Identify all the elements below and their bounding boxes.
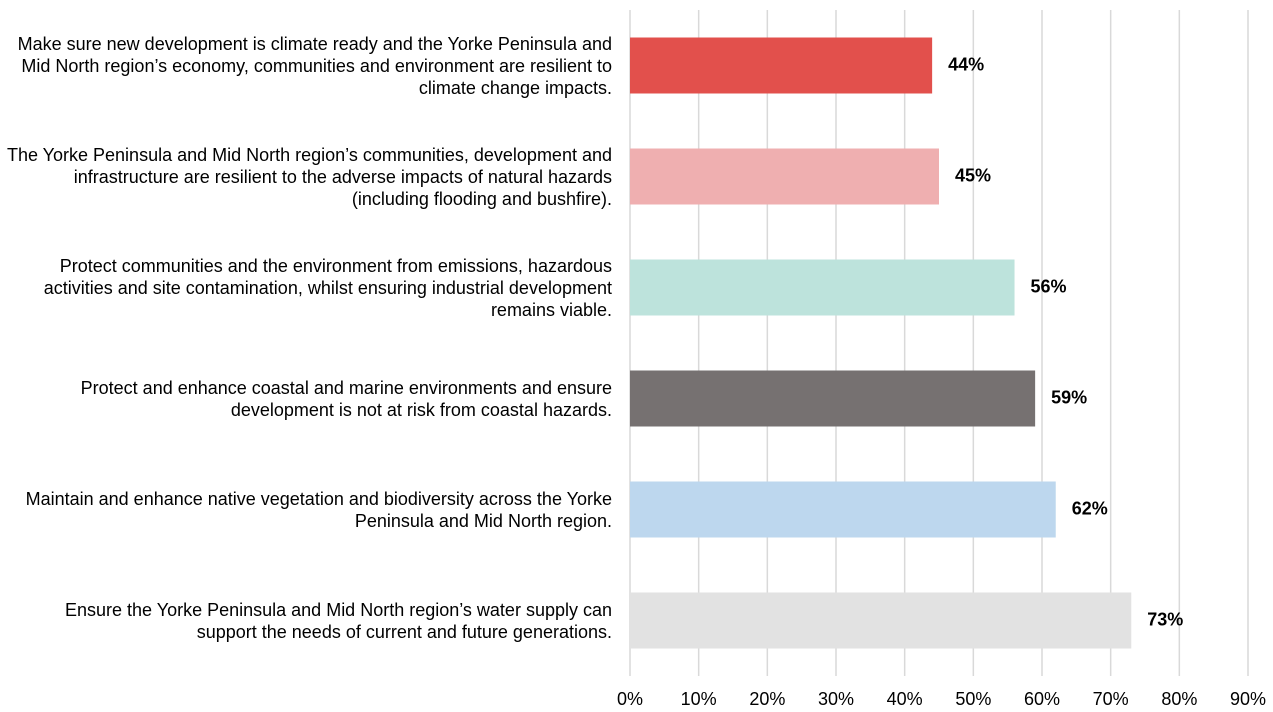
x-tick-label: 80% — [1161, 689, 1197, 709]
x-tick-label: 70% — [1093, 689, 1129, 709]
bar — [630, 481, 1056, 538]
y-tick-label: Protect communities and the environment … — [43, 255, 612, 320]
data-label: 44% — [948, 54, 984, 74]
bar — [630, 592, 1132, 649]
data-label: 56% — [1031, 276, 1067, 296]
x-tick-label: 10% — [681, 689, 717, 709]
bar — [630, 148, 939, 205]
y-tick-label: Ensure the Yorke Peninsula and Mid North… — [65, 599, 612, 642]
x-tick-label: 20% — [749, 689, 785, 709]
bar — [630, 37, 933, 94]
data-label: 73% — [1147, 609, 1183, 629]
x-tick-label: 40% — [887, 689, 923, 709]
data-label: 45% — [955, 165, 991, 185]
data-label: 62% — [1072, 498, 1108, 518]
bar — [630, 259, 1015, 316]
x-tick-label: 50% — [955, 689, 991, 709]
x-tick-label: 90% — [1230, 689, 1266, 709]
y-tick-label: Make sure new development is climate rea… — [17, 33, 612, 98]
x-tick-label: 30% — [818, 689, 854, 709]
y-tick-label: The Yorke Peninsula and Mid North region… — [6, 144, 612, 209]
x-tick-label: 60% — [1024, 689, 1060, 709]
x-tick-label: 0% — [617, 689, 643, 709]
y-tick-label: Protect and enhance coastal and marine e… — [80, 377, 612, 420]
bar — [630, 370, 1036, 427]
data-label: 59% — [1051, 387, 1087, 407]
y-tick-label: Maintain and enhance native vegetation a… — [25, 488, 612, 531]
